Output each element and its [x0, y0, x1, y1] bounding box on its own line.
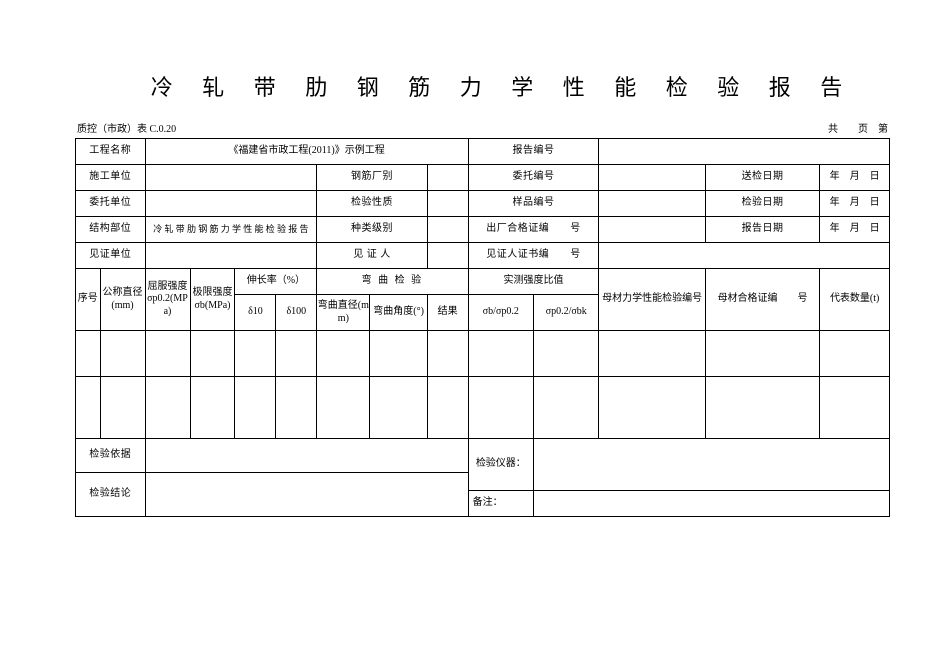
rebar-factory-label: 钢筋厂别 [317, 165, 427, 191]
col-ratio1: σb/σp0.2 [468, 295, 533, 331]
col-parent-cert-no: 母材合格证编 号 [705, 269, 820, 331]
witness-cert-value [599, 243, 890, 269]
send-date-value: 年 月 日 [820, 165, 890, 191]
data-cell [599, 377, 705, 439]
witness-unit-value [145, 243, 317, 269]
col-result: 结果 [427, 295, 468, 331]
col-diameter: 公称直径(mm) [100, 269, 145, 331]
data-cell [317, 331, 370, 377]
page-container: 冷 轧 带 肋 钢 筋 力 学 性 能 检 验 报 告 质控（市政）表 C.0.… [0, 0, 945, 517]
data-cell [705, 377, 820, 439]
entrust-unit-value [145, 191, 317, 217]
remark-value [534, 491, 890, 517]
data-cell [705, 331, 820, 377]
col-ratio2: σp0.2/σbk [534, 295, 599, 331]
data-cell [276, 331, 317, 377]
test-date-label: 检验日期 [705, 191, 820, 217]
data-cell [100, 331, 145, 377]
structure-part-value: 冷 轧 带 肋 钢 筋 力 学 性 能 检 验 报 告 [145, 217, 317, 243]
cert-no-value [599, 217, 705, 243]
entrust-unit-label: 委托单位 [76, 191, 146, 217]
col-seq: 序号 [76, 269, 101, 331]
col-ultimate: 极限强度σb(MPa) [190, 269, 235, 331]
data-cell [427, 377, 468, 439]
witness-person-label: 见 证 人 [317, 243, 427, 269]
data-cell [190, 331, 235, 377]
subheader: 质控（市政）表 C.0.20 共 页 第 [75, 120, 890, 135]
col-d10: δ10 [235, 295, 276, 331]
conclusion-label: 检验结论 [76, 473, 146, 517]
data-cell [235, 331, 276, 377]
test-date-value: 年 月 日 [820, 191, 890, 217]
construction-unit-value [145, 165, 317, 191]
witness-unit-label: 见证单位 [76, 243, 146, 269]
col-rep-qty: 代表数量(t) [820, 269, 890, 331]
report-date-label: 报告日期 [705, 217, 820, 243]
data-cell [427, 331, 468, 377]
col-bend-dia: 弯曲直径(mm) [317, 295, 370, 331]
col-parent-test-no: 母材力学性能检验编号 [599, 269, 705, 331]
instrument-label: 检验仪器： [468, 439, 533, 491]
test-nature-label: 检验性质 [317, 191, 427, 217]
instrument-value [534, 439, 890, 491]
data-cell [235, 377, 276, 439]
data-cell [370, 331, 427, 377]
data-cell [370, 377, 427, 439]
structure-part-label: 结构部位 [76, 217, 146, 243]
data-cell [145, 377, 190, 439]
data-cell [100, 377, 145, 439]
report-date-value: 年 月 日 [820, 217, 890, 243]
col-bend-test: 弯 曲 检 验 [317, 269, 468, 295]
rebar-factory-value [427, 165, 468, 191]
data-cell [534, 377, 599, 439]
data-cell [76, 377, 101, 439]
cert-no-label: 出厂合格证编 号 [468, 217, 599, 243]
data-cell [276, 377, 317, 439]
witness-cert-label: 见证人证书编 号 [468, 243, 599, 269]
data-cell [468, 377, 533, 439]
data-cell [317, 377, 370, 439]
data-cell [820, 377, 890, 439]
test-basis-value [145, 439, 468, 473]
col-d100: δ100 [276, 295, 317, 331]
grade-value [427, 217, 468, 243]
col-ratio: 实测强度比值 [468, 269, 599, 295]
grade-label: 种类级别 [317, 217, 427, 243]
col-elongation: 伸长率（%） [235, 269, 317, 295]
construction-unit-label: 施工单位 [76, 165, 146, 191]
data-cell [599, 331, 705, 377]
send-date-label: 送检日期 [705, 165, 820, 191]
conclusion-value [145, 473, 468, 517]
project-name-value: 《福建省市政工程(2011)》示例工程 [145, 139, 468, 165]
project-name-label: 工程名称 [76, 139, 146, 165]
report-form: 工程名称 《福建省市政工程(2011)》示例工程 报告编号 施工单位 钢筋厂别 … [75, 138, 890, 517]
data-cell [190, 377, 235, 439]
page-info: 共 页 第 [828, 120, 888, 135]
test-nature-value [427, 191, 468, 217]
report-no-value [599, 139, 890, 165]
sample-no-value [599, 191, 705, 217]
data-cell [76, 331, 101, 377]
sample-no-label: 样品编号 [468, 191, 599, 217]
remark-label: 备注： [468, 491, 533, 517]
data-cell [820, 331, 890, 377]
test-basis-label: 检验依据 [76, 439, 146, 473]
data-cell [468, 331, 533, 377]
report-title: 冷 轧 带 肋 钢 筋 力 学 性 能 检 验 报 告 [75, 70, 890, 102]
report-no-label: 报告编号 [468, 139, 599, 165]
data-cell [534, 331, 599, 377]
col-bend-angle: 弯曲角度(°) [370, 295, 427, 331]
form-code: 质控（市政）表 C.0.20 [77, 120, 176, 135]
entrust-no-label: 委托编号 [468, 165, 599, 191]
witness-person-value [427, 243, 468, 269]
entrust-no-value [599, 165, 705, 191]
data-cell [145, 331, 190, 377]
col-yield: 屈服强度σp0.2(MPa) [145, 269, 190, 331]
